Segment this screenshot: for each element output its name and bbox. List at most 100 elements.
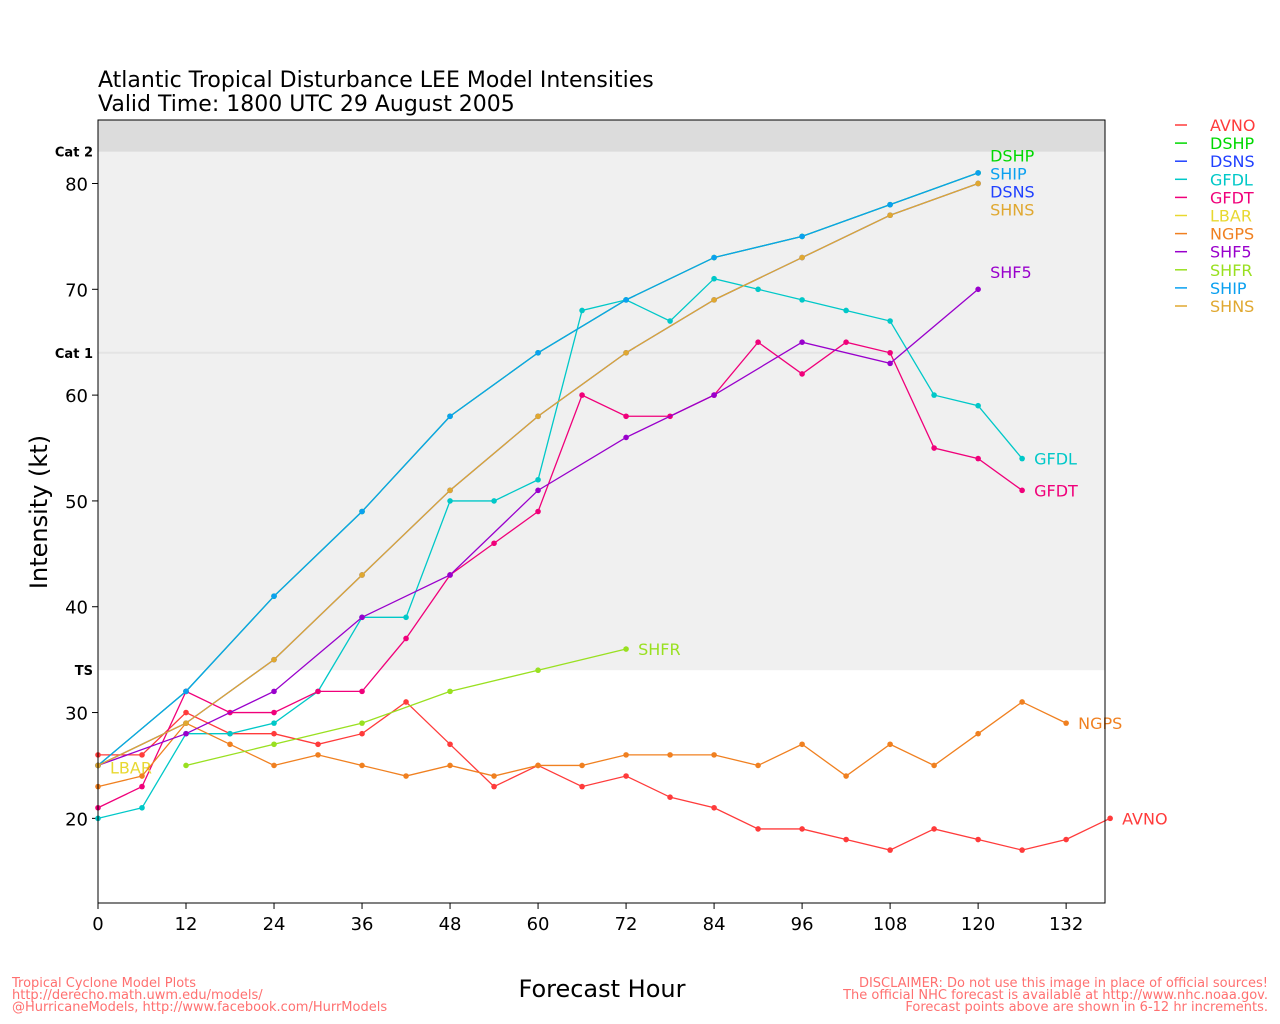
threshold-label: Cat 1 bbox=[55, 347, 93, 362]
data-point bbox=[271, 730, 277, 737]
data-point bbox=[403, 635, 409, 642]
data-point bbox=[359, 508, 365, 515]
data-point bbox=[931, 762, 937, 769]
data-point bbox=[183, 720, 189, 726]
data-point bbox=[535, 762, 541, 769]
data-point bbox=[755, 826, 761, 832]
x-tick-label: 60 bbox=[527, 914, 550, 935]
footer-left: Tropical Cyclone Model Plots http://dere… bbox=[11, 976, 387, 1015]
x-tick-label: 48 bbox=[439, 914, 462, 935]
series-end-label: LBAR bbox=[110, 758, 152, 777]
data-point bbox=[227, 730, 233, 737]
cat2-band bbox=[98, 120, 1105, 152]
legend-label: SHF5 bbox=[1210, 243, 1252, 262]
data-point bbox=[975, 836, 981, 843]
data-point bbox=[1107, 815, 1113, 822]
data-point bbox=[579, 783, 585, 790]
data-point bbox=[711, 297, 717, 303]
data-point bbox=[799, 339, 805, 346]
data-point bbox=[1019, 847, 1025, 853]
x-tick-label: 96 bbox=[791, 914, 814, 935]
data-point bbox=[491, 498, 497, 504]
legend-label: DSNS bbox=[1210, 152, 1255, 171]
data-point bbox=[975, 180, 981, 187]
y-tick-label: 30 bbox=[65, 704, 88, 725]
data-point bbox=[579, 307, 585, 314]
data-point bbox=[887, 318, 893, 324]
data-point bbox=[403, 773, 409, 779]
data-point bbox=[975, 730, 981, 737]
x-tick-label: 120 bbox=[961, 914, 995, 935]
data-point bbox=[755, 286, 761, 293]
data-point bbox=[491, 773, 497, 779]
series-end-label: SHFR bbox=[638, 640, 681, 659]
data-point bbox=[183, 709, 189, 716]
data-point bbox=[447, 572, 453, 578]
footer-right-line: The official NHC forecast is available a… bbox=[842, 988, 1268, 1003]
data-point bbox=[623, 413, 629, 420]
series-end-label: SHIP bbox=[990, 165, 1027, 184]
threshold-label: Cat 2 bbox=[55, 146, 93, 161]
data-point bbox=[887, 201, 893, 208]
y-tick-label: 80 bbox=[65, 174, 88, 195]
x-tick-label: 108 bbox=[873, 914, 907, 935]
data-point bbox=[799, 741, 805, 748]
data-point bbox=[535, 487, 541, 494]
x-tick-label: 12 bbox=[175, 914, 198, 935]
data-point bbox=[359, 730, 365, 737]
series-shfr: SHFR bbox=[183, 640, 681, 769]
y-tick-label: 60 bbox=[65, 386, 88, 407]
data-point bbox=[623, 646, 629, 652]
y-tick-label: 40 bbox=[65, 598, 88, 619]
data-point bbox=[315, 752, 321, 758]
legend-label: AVNO bbox=[1210, 116, 1255, 135]
y-tick-label: 50 bbox=[65, 492, 88, 513]
x-tick-label: 84 bbox=[703, 914, 726, 935]
legend-label: DSHP bbox=[1210, 134, 1255, 153]
x-tick-label: 0 bbox=[92, 914, 103, 935]
data-point bbox=[183, 730, 189, 737]
footer-right: DISCLAIMER: Do not use this image in pla… bbox=[842, 976, 1268, 1015]
data-point bbox=[711, 254, 717, 261]
legend-label: SHIP bbox=[1210, 279, 1247, 298]
series-line bbox=[185, 648, 627, 767]
data-point bbox=[271, 656, 277, 663]
data-point bbox=[447, 741, 453, 748]
footer-left-line: @HurricaneModels, http://www.facebook.co… bbox=[12, 1000, 387, 1015]
data-point bbox=[755, 339, 761, 346]
data-point bbox=[755, 762, 761, 769]
data-point bbox=[799, 233, 805, 240]
series-line bbox=[97, 341, 1023, 809]
x-tick-label: 24 bbox=[263, 914, 286, 935]
data-point bbox=[1019, 699, 1025, 705]
series-end-label: DSHP bbox=[990, 147, 1035, 166]
legend-label: SHNS bbox=[1210, 297, 1254, 316]
data-point bbox=[623, 773, 629, 779]
data-point bbox=[491, 783, 497, 790]
legend-label: SHFR bbox=[1210, 261, 1253, 280]
series-ngps: NGPS bbox=[95, 699, 1122, 790]
series-line bbox=[97, 701, 1067, 788]
x-tick-label: 72 bbox=[615, 914, 638, 935]
data-point bbox=[799, 371, 805, 377]
data-point bbox=[139, 752, 145, 758]
footer-left-line: http://derecho.math.uwm.edu/models/ bbox=[12, 988, 263, 1003]
data-point bbox=[975, 455, 981, 462]
data-point bbox=[359, 572, 365, 578]
data-point bbox=[623, 434, 629, 441]
series-end-label: DSNS bbox=[990, 183, 1035, 202]
series-end-label: NGPS bbox=[1078, 714, 1122, 733]
data-point bbox=[623, 752, 629, 758]
series-avno: AVNO bbox=[95, 699, 1168, 853]
data-point bbox=[315, 741, 321, 748]
data-point bbox=[447, 688, 453, 695]
data-point bbox=[711, 752, 717, 758]
data-point bbox=[711, 275, 717, 282]
data-point bbox=[359, 720, 365, 726]
data-point bbox=[1063, 836, 1069, 843]
data-point bbox=[139, 804, 145, 811]
data-point bbox=[271, 741, 277, 748]
series-line bbox=[98, 701, 1111, 851]
series-end-label: GFDT bbox=[1034, 481, 1078, 500]
